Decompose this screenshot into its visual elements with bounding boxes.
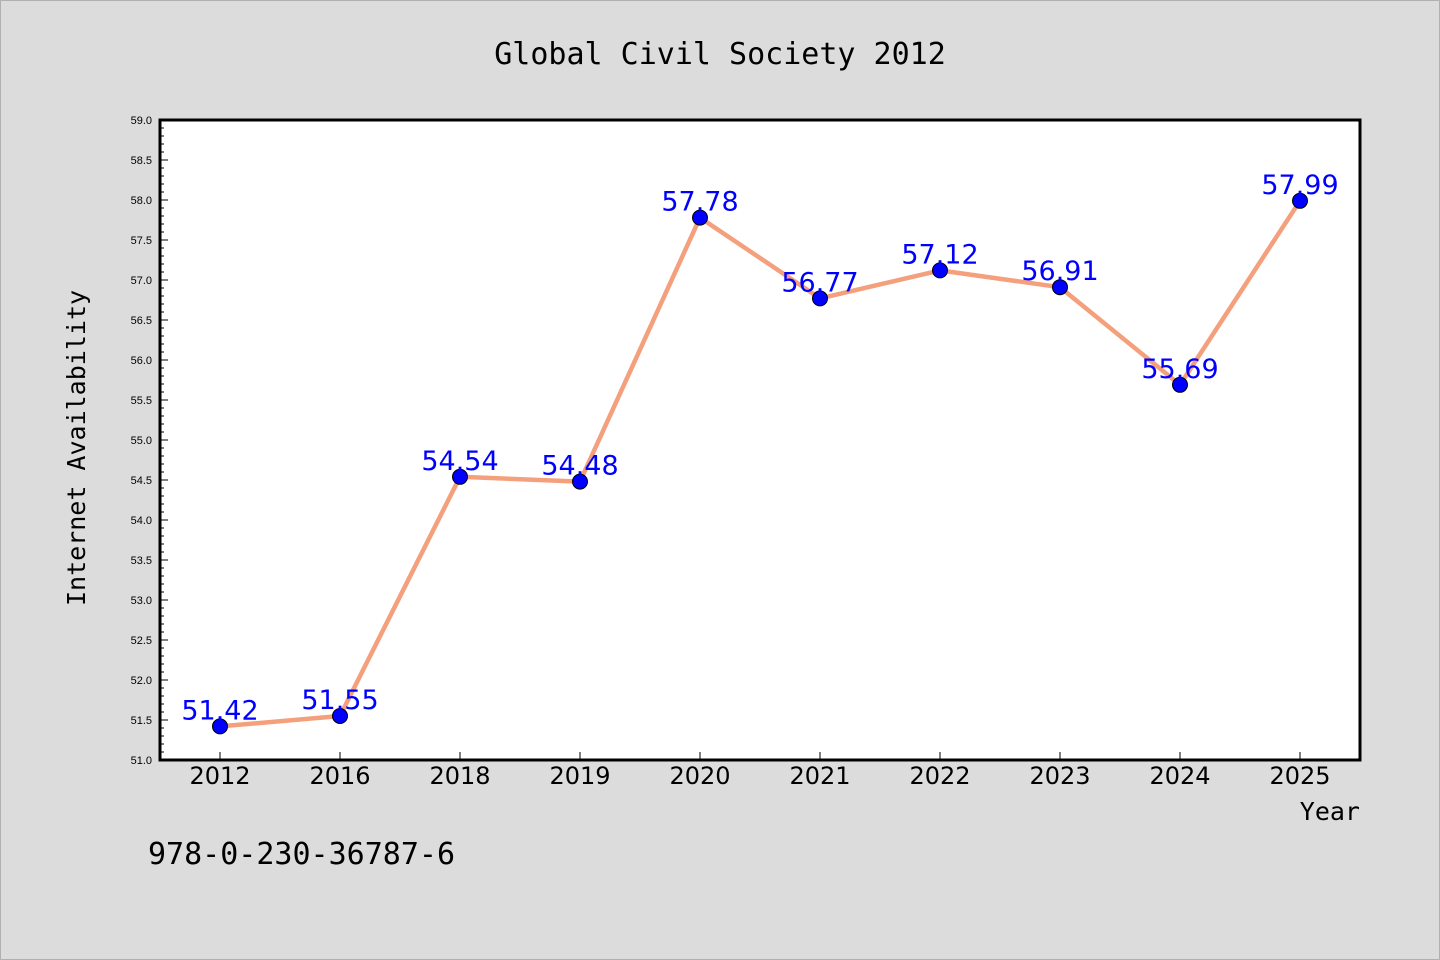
y-tick-label: 57.5: [131, 235, 152, 247]
x-axis-label: Year: [1300, 797, 1360, 826]
data-label: 57.12: [901, 239, 978, 270]
data-label: 56.77: [781, 267, 858, 298]
y-tick-label: 51.5: [131, 715, 152, 727]
data-label: 54.48: [541, 451, 618, 482]
data-label: 51.55: [301, 685, 378, 716]
y-tick-label: 55.5: [131, 395, 152, 407]
data-markers: [212, 192, 1308, 735]
data-point: [212, 718, 228, 735]
x-tick-label: 2025: [1269, 762, 1330, 790]
data-label: 54.54: [421, 446, 498, 477]
data-point: [1292, 192, 1308, 209]
x-tick-label: 2022: [909, 762, 970, 790]
data-point: [812, 290, 828, 307]
x-tick-label: 2021: [789, 762, 850, 790]
plot-area: [160, 120, 1360, 760]
y-tick-label: 52.0: [131, 675, 152, 687]
y-tick-label: 55.0: [131, 435, 152, 447]
x-tick-label: 2016: [309, 762, 370, 790]
data-label: 55.69: [1141, 354, 1218, 385]
data-point: [692, 209, 708, 226]
x-tick-label: 2024: [1149, 762, 1210, 790]
series-line-group: [219, 199, 1302, 729]
y-tick-label: 52.5: [131, 635, 152, 647]
y-tick-label: 54.5: [131, 475, 152, 487]
y-tick-label: 56.5: [131, 315, 152, 327]
y-tick-label: 58.5: [131, 155, 152, 167]
data-point: [1172, 376, 1188, 393]
data-label: 57.99: [1261, 170, 1338, 201]
x-tick-label: 2023: [1029, 762, 1090, 790]
x-tick-label: 2020: [669, 762, 730, 790]
y-tick-label: 58.0: [131, 195, 152, 207]
y-tick-label: 59.0: [131, 115, 152, 127]
y-axis-ticks: 51.0 51.5 52.0 52.5 53.0 53.5 54.0 54.5 55.0 55.5…: [131, 115, 168, 767]
x-tick-label: 2018: [429, 762, 490, 790]
x-tick-label: 2012: [189, 762, 250, 790]
y-tick-label: 51.0: [131, 755, 152, 767]
isbn-annotation: 978-0-230-36787-6: [148, 837, 455, 872]
y-tick-label: 53.5: [131, 555, 152, 567]
y-tick-label: 54.0: [131, 515, 152, 527]
data-label: 57.78: [661, 187, 738, 218]
y-axis-label: Internet Availability: [62, 290, 91, 606]
data-point: [1052, 279, 1068, 296]
plot-frame: [158, 118, 1362, 762]
data-label: 56.91: [1021, 256, 1098, 287]
chart-title: Global Civil Society 2012: [494, 37, 946, 72]
data-point: [572, 473, 588, 490]
data-label: 51.42: [181, 695, 258, 726]
data-point: [332, 708, 348, 724]
x-tick-label: 2019: [549, 762, 610, 790]
series-line: [219, 199, 1302, 729]
y-tick-label: 57.0: [131, 275, 152, 287]
data-point: [932, 262, 948, 279]
data-point: [452, 468, 468, 485]
y-tick-label: 53.0: [131, 595, 152, 607]
y-tick-label: 56.0: [131, 355, 152, 367]
data-labels: 51.42 51.55 54.54 54.48 57.78 56.77 57.12 56.91…: [181, 170, 1338, 727]
